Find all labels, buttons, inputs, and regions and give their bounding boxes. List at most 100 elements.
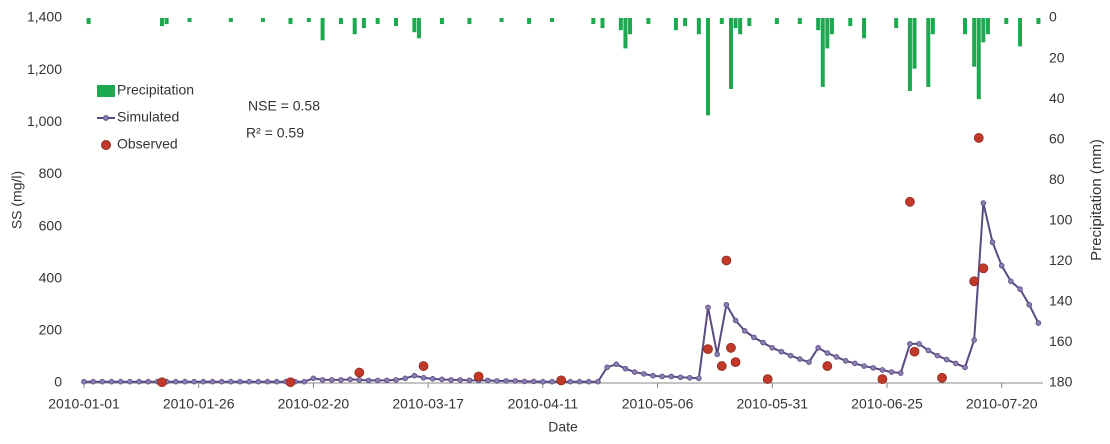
observed-point — [703, 344, 713, 355]
simulated-marker — [787, 352, 794, 359]
y2-tick-label: 60 — [1049, 130, 1065, 146]
legend-label: Observed — [117, 136, 178, 152]
simulated-marker — [512, 378, 519, 384]
y2-tick-label: 40 — [1049, 90, 1065, 106]
y2-tick-label: 0 — [1049, 9, 1057, 25]
simulated-marker — [347, 376, 353, 383]
observed-point — [726, 342, 736, 353]
simulated-marker — [356, 377, 363, 383]
y2-tick-label: 100 — [1049, 211, 1073, 227]
precipitation-bar — [696, 18, 701, 35]
simulated-marker — [191, 378, 197, 385]
simulated-marker — [540, 378, 546, 385]
precipitation-bar — [797, 18, 802, 25]
observed-point — [937, 372, 947, 383]
x-tick-label: 2010-02-20 — [278, 396, 350, 412]
simulated-marker — [1026, 301, 1033, 308]
simulated-marker — [237, 378, 243, 385]
simulated-marker — [484, 377, 491, 384]
precipitation-bar — [160, 18, 165, 27]
precipitation-bar — [738, 18, 743, 35]
precipitation-bar — [86, 18, 91, 25]
precipitation-bar — [1018, 18, 1023, 47]
simulated-marker — [998, 262, 1005, 269]
simulated-marker — [943, 356, 950, 363]
simulated-marker — [301, 378, 308, 385]
simulated-marker — [989, 239, 996, 246]
precipitation-bar — [412, 18, 417, 33]
y2-tick-label: 180 — [1049, 374, 1073, 390]
simulated-marker — [127, 378, 133, 385]
precipitation-bar — [394, 18, 399, 27]
precipitation-bar — [628, 18, 633, 35]
simulated-marker — [338, 377, 344, 383]
simulated-marker — [934, 352, 941, 359]
y2-tick-label: 160 — [1049, 333, 1073, 349]
simulated-marker — [705, 304, 711, 311]
simulated-marker — [246, 378, 252, 385]
simulated-marker — [90, 378, 96, 385]
simulated-marker — [549, 378, 555, 385]
legend-swatch — [101, 140, 111, 150]
x-tick-label: 2010-01-26 — [163, 396, 235, 412]
simulated-marker — [778, 348, 785, 355]
simulated-marker — [815, 345, 821, 351]
legend-label: Simulated — [117, 109, 179, 125]
simulated-marker — [448, 377, 454, 383]
precipitation-bar — [985, 18, 990, 35]
simulated-marker — [852, 360, 858, 367]
annotation: NSE = 0.58 — [248, 98, 320, 114]
annotation: R² = 0.59 — [246, 125, 304, 141]
simulated-marker — [521, 378, 528, 385]
y-tick-label: 0 — [54, 374, 62, 390]
precipitation-bar — [912, 18, 917, 69]
legend-swatch — [97, 85, 115, 97]
y-tick-label: 400 — [39, 269, 63, 285]
simulated-marker — [429, 376, 436, 382]
y2-tick-label: 120 — [1049, 252, 1073, 268]
simulated-marker — [714, 351, 721, 358]
simulated-marker — [806, 359, 812, 365]
simulated-marker — [264, 378, 271, 385]
x-tick-label: 2010-03-17 — [392, 396, 464, 412]
simulated-marker — [622, 365, 629, 372]
precipitation-bar — [719, 18, 724, 25]
simulated-marker — [384, 377, 390, 384]
simulated-marker — [769, 345, 776, 351]
simulated-marker — [732, 317, 739, 324]
y-tick-label: 800 — [39, 165, 63, 181]
precipitation-bar — [816, 18, 821, 31]
simulated-marker — [1035, 320, 1042, 326]
precipitation-bar — [352, 18, 357, 35]
precipitation-bar — [527, 18, 532, 25]
precipitation-bar — [825, 18, 830, 49]
simulated-marker — [1008, 278, 1014, 285]
simulated-marker — [576, 378, 583, 385]
observed-point — [909, 346, 920, 357]
observed-point — [978, 263, 989, 274]
x-tick-label: 2010-01-01 — [48, 396, 120, 412]
observed-point — [905, 196, 915, 207]
precipitation-bar — [164, 18, 169, 25]
precipitation-bar — [747, 18, 752, 27]
simulated-marker — [585, 378, 592, 385]
precipitation-bar — [926, 18, 931, 87]
simulated-marker — [182, 378, 188, 385]
simulated-marker — [640, 371, 647, 377]
y-tick-label: 1,400 — [27, 9, 62, 25]
precipitation-bar — [550, 18, 555, 23]
precipitation-bar — [962, 18, 967, 35]
simulated-marker — [907, 341, 913, 347]
precipitation-bar — [972, 18, 977, 67]
simulated-line — [84, 202, 1040, 383]
observed-point — [716, 361, 727, 371]
precipitation-bar — [774, 18, 779, 25]
precipitation-bar — [728, 18, 733, 89]
simulated-marker — [659, 373, 665, 380]
precipitation-bar — [930, 18, 935, 35]
observed-point — [473, 371, 484, 382]
simulated-marker — [741, 328, 748, 334]
precipitation-bar — [499, 18, 504, 23]
simulated-marker — [842, 358, 849, 364]
